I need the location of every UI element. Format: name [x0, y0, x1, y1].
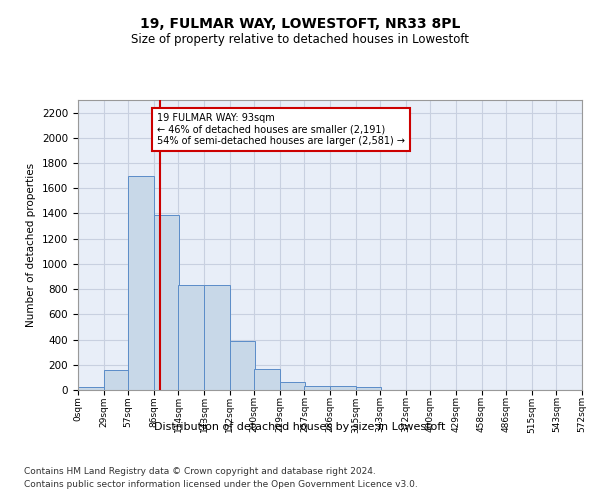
Text: 19 FULMAR WAY: 93sqm
← 46% of detached houses are smaller (2,191)
54% of semi-de: 19 FULMAR WAY: 93sqm ← 46% of detached h… [157, 112, 406, 146]
Bar [104, 370, 129, 390]
Text: Contains HM Land Registry data © Crown copyright and database right 2024.: Contains HM Land Registry data © Crown c… [24, 468, 376, 476]
Bar [78, 387, 104, 390]
Bar [356, 387, 381, 390]
Bar [154, 214, 179, 390]
Bar [178, 286, 204, 390]
Text: Contains public sector information licensed under the Open Government Licence v3: Contains public sector information licen… [24, 480, 418, 489]
Text: Distribution of detached houses by size in Lowestoft: Distribution of detached houses by size … [154, 422, 446, 432]
Bar [254, 369, 280, 390]
Text: 19, FULMAR WAY, LOWESTOFT, NR33 8PL: 19, FULMAR WAY, LOWESTOFT, NR33 8PL [140, 18, 460, 32]
Text: Size of property relative to detached houses in Lowestoft: Size of property relative to detached ho… [131, 32, 469, 46]
Bar [304, 386, 330, 390]
Bar [330, 386, 356, 390]
Bar [204, 286, 230, 390]
Y-axis label: Number of detached properties: Number of detached properties [26, 163, 37, 327]
Bar [128, 176, 154, 390]
Bar [230, 341, 255, 390]
Bar [280, 382, 305, 390]
